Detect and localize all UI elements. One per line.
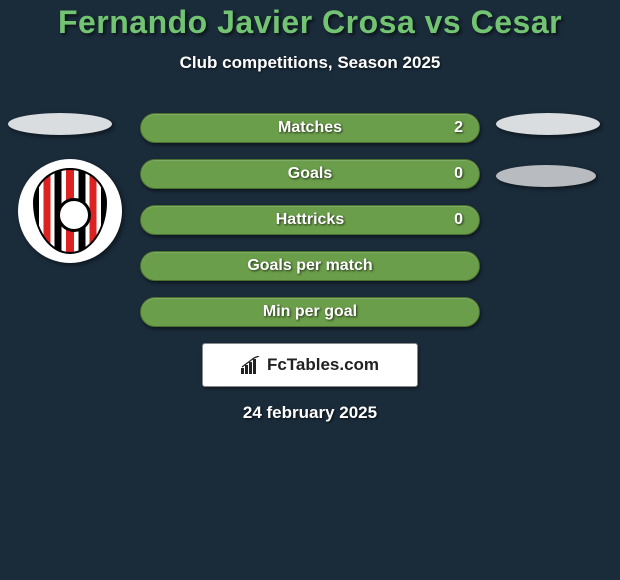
stat-row-goals: Goals 0	[140, 159, 480, 189]
club-badge-shield-icon	[33, 168, 107, 254]
stat-label: Goals	[288, 165, 332, 183]
stat-row-goals-per-match: Goals per match	[140, 251, 480, 281]
subtitle: Club competitions, Season 2025	[0, 53, 620, 73]
stat-label: Min per goal	[263, 303, 357, 321]
comparison-card: Fernando Javier Crosa vs Cesar Club comp…	[0, 0, 620, 423]
right-player-column	[496, 113, 600, 187]
player-placeholder-ellipse	[496, 113, 600, 135]
stat-row-min-per-goal: Min per goal	[140, 297, 480, 327]
brand-text: FcTables.com	[267, 355, 379, 375]
player-placeholder-ellipse	[496, 165, 596, 187]
stat-value: 0	[454, 211, 463, 229]
page-title: Fernando Javier Crosa vs Cesar	[0, 4, 620, 41]
stats-area: Matches 2 Goals 0 Hattricks 0 Goals per …	[0, 113, 620, 423]
left-player-column	[8, 113, 112, 135]
stat-value: 2	[454, 119, 463, 137]
date-line: 24 february 2025	[0, 403, 620, 423]
stat-label: Goals per match	[247, 257, 372, 275]
stat-rows: Matches 2 Goals 0 Hattricks 0 Goals per …	[140, 113, 480, 327]
bar-chart-icon	[241, 356, 261, 374]
stat-row-hattricks: Hattricks 0	[140, 205, 480, 235]
stat-label: Hattricks	[276, 211, 344, 229]
brand-box: FcTables.com	[202, 343, 418, 387]
player-placeholder-ellipse	[8, 113, 112, 135]
stat-row-matches: Matches 2	[140, 113, 480, 143]
stat-value: 0	[454, 165, 463, 183]
stat-label: Matches	[278, 119, 342, 137]
club-badge	[18, 159, 122, 263]
